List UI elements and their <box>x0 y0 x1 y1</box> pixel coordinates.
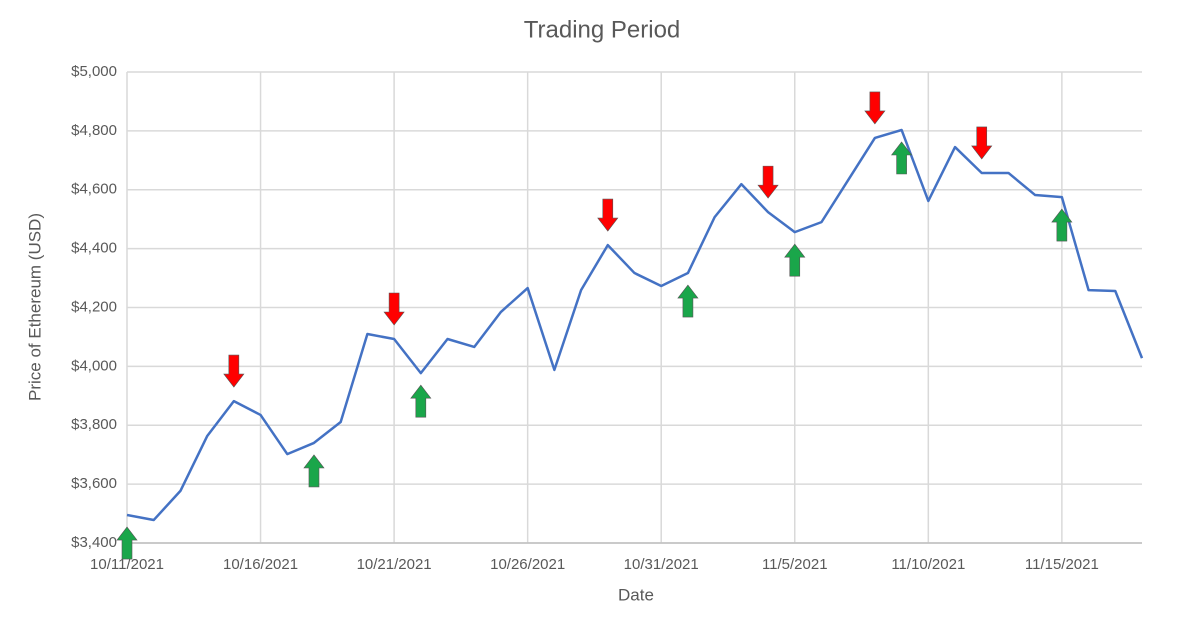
y-tick-label: $4,000 <box>71 357 117 374</box>
y-tick-label: $3,800 <box>71 416 117 433</box>
sell-arrow <box>223 354 245 388</box>
x-tick-label: 10/21/2021 <box>357 556 432 573</box>
price-line <box>126 128 1144 522</box>
sell-arrow <box>971 126 993 160</box>
buy-arrow <box>784 243 806 277</box>
sell-arrow <box>597 198 619 232</box>
x-tick-label: 11/5/2021 <box>762 556 828 573</box>
y-tick-label: $3,400 <box>71 534 117 551</box>
buy-arrow <box>303 454 325 488</box>
sell-arrow <box>383 292 405 326</box>
x-axis-label: Date <box>618 585 654 604</box>
buy-arrow <box>410 384 432 418</box>
sell-arrow <box>757 165 779 199</box>
x-tick-label: 11/10/2021 <box>891 556 965 573</box>
chart-title: Trading Period <box>524 16 681 43</box>
buy-arrow <box>116 526 138 560</box>
x-tick-label: 10/31/2021 <box>624 556 699 573</box>
y-tick-label: $4,600 <box>71 181 117 198</box>
x-tick-label: 11/15/2021 <box>1025 556 1099 573</box>
y-tick-label: $4,800 <box>71 122 117 139</box>
y-tick-label: $5,000 <box>71 63 117 80</box>
sell-arrow <box>864 91 886 125</box>
y-tick-label: $4,400 <box>71 240 117 257</box>
y-tick-label: $3,600 <box>71 475 117 492</box>
buy-arrow <box>677 284 699 318</box>
x-tick-label: 10/26/2021 <box>490 556 565 573</box>
buy-arrow <box>1051 208 1073 242</box>
buy-arrow <box>890 141 913 175</box>
y-tick-label: $4,200 <box>71 298 117 315</box>
x-tick-label: 10/16/2021 <box>223 556 298 573</box>
x-tick-label: 10/11/2021 <box>90 556 164 573</box>
y-axis-label: Price of Ethereum (USD) <box>25 213 44 401</box>
